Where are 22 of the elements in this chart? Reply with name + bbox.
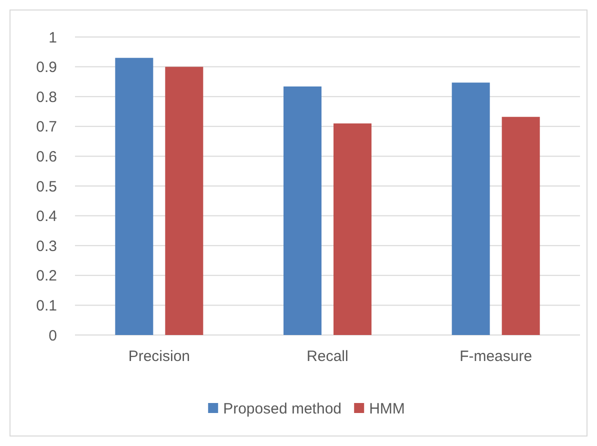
bar [502, 116, 540, 335]
y-tick-label: 0.6 [36, 148, 57, 166]
bar [165, 66, 204, 335]
y-tick-label: 0.2 [36, 268, 57, 285]
bar [284, 86, 322, 335]
bar [115, 58, 154, 335]
legend-label: Proposed method [223, 400, 342, 418]
x-tick-label: Precision [128, 348, 190, 365]
y-tick-label: 0.8 [36, 88, 57, 106]
bar [452, 82, 490, 335]
y-tick-label: 1 [48, 29, 57, 46]
y-tick-label: 0.9 [36, 59, 57, 76]
x-tick-label: Recall [306, 348, 348, 365]
y-tick-label: 0.4 [36, 208, 57, 226]
y-tick-label: 0 [48, 327, 57, 344]
y-tick-label: 0.7 [36, 118, 57, 136]
y-tick-label: 0.5 [36, 178, 57, 196]
y-tick-label: 0.3 [36, 238, 57, 255]
bar [334, 123, 372, 335]
x-tick-label: F-measure [460, 348, 532, 365]
y-tick-label: 0.1 [36, 297, 57, 314]
legend-label: HMM [369, 400, 405, 418]
